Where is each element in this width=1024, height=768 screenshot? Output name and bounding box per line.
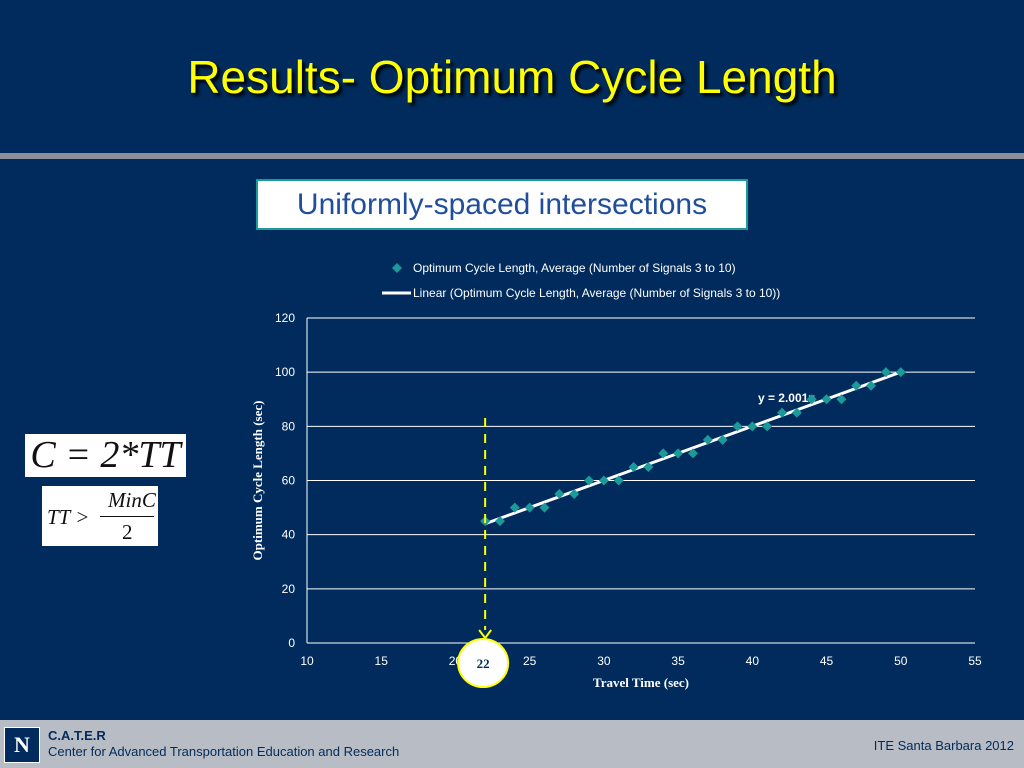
formula-numerator: MinC bbox=[108, 488, 156, 512]
annotation-arrowhead bbox=[478, 629, 492, 640]
y-tick-label: 60 bbox=[282, 474, 296, 488]
org-name: Center for Advanced Transportation Educa… bbox=[48, 744, 400, 759]
trendline bbox=[484, 370, 902, 526]
x-tick-label: 45 bbox=[820, 654, 834, 668]
data-point bbox=[791, 407, 802, 418]
x-tick-label: 35 bbox=[671, 654, 685, 668]
annotation-label: 22 bbox=[477, 656, 490, 671]
data-point bbox=[777, 407, 788, 418]
data-point bbox=[895, 367, 906, 378]
footer-bar: N C.A.T.E.R Center for Advanced Transpor… bbox=[0, 720, 1024, 768]
x-tick-label: 10 bbox=[300, 654, 314, 668]
x-tick-label: 50 bbox=[894, 654, 908, 668]
annotation-circle bbox=[457, 638, 510, 688]
data-point bbox=[747, 421, 758, 432]
formula-cycle-length: C = 2*TT bbox=[25, 434, 186, 477]
title-divider bbox=[0, 153, 1024, 159]
data-point bbox=[524, 502, 535, 513]
y-tick-label: 80 bbox=[282, 419, 296, 433]
data-point bbox=[673, 448, 684, 459]
data-point bbox=[539, 502, 550, 513]
data-point bbox=[584, 475, 595, 486]
formula-travel-time: TT > MinC 2 bbox=[42, 486, 158, 546]
data-point bbox=[821, 394, 832, 405]
legend-label-series: Optimum Cycle Length, Average (Number of… bbox=[413, 261, 736, 275]
data-point bbox=[702, 434, 713, 445]
conference-label: ITE Santa Barbara 2012 bbox=[873, 738, 1014, 753]
trendline-equation: y = 2.001x bbox=[758, 391, 815, 405]
data-point bbox=[628, 461, 639, 472]
data-point bbox=[717, 434, 728, 445]
data-point bbox=[509, 502, 520, 513]
data-point bbox=[569, 489, 580, 500]
data-point bbox=[598, 475, 609, 486]
data-point bbox=[732, 421, 743, 432]
data-point bbox=[658, 448, 669, 459]
data-point bbox=[762, 421, 773, 432]
data-point bbox=[851, 380, 862, 391]
slide-title: Results- Optimum Cycle Length bbox=[187, 51, 837, 103]
y-axis-label: Optimum Cycle Length (sec) bbox=[250, 401, 265, 561]
x-tick-label: 25 bbox=[523, 654, 537, 668]
data-point bbox=[687, 448, 698, 459]
data-point bbox=[494, 516, 505, 527]
y-tick-label: 100 bbox=[275, 365, 295, 379]
data-point bbox=[806, 394, 817, 405]
data-point bbox=[836, 394, 847, 405]
formula-denominator: 2 bbox=[122, 520, 133, 544]
x-axis-label: Travel Time (sec) bbox=[593, 675, 689, 690]
university-logo: N bbox=[4, 727, 40, 763]
x-tick-label: 15 bbox=[375, 654, 389, 668]
formula-lhs: TT > bbox=[47, 505, 90, 529]
fraction-bar bbox=[100, 516, 154, 517]
legend-marker-series bbox=[392, 263, 402, 273]
y-tick-label: 40 bbox=[282, 528, 296, 542]
legend-label-trendline: Linear (Optimum Cycle Length, Average (N… bbox=[413, 286, 780, 300]
org-abbreviation: C.A.T.E.R bbox=[48, 728, 106, 743]
x-tick-label: 55 bbox=[968, 654, 982, 668]
y-tick-label: 20 bbox=[282, 582, 296, 596]
y-tick-label: 0 bbox=[288, 636, 295, 650]
data-point bbox=[643, 461, 654, 472]
x-tick-label: 30 bbox=[597, 654, 611, 668]
data-point bbox=[866, 380, 877, 391]
subtitle-box: Uniformly-spaced intersections bbox=[256, 179, 748, 230]
x-tick-label: 40 bbox=[746, 654, 760, 668]
data-point bbox=[613, 475, 624, 486]
data-point bbox=[880, 367, 891, 378]
data-point bbox=[554, 489, 565, 500]
y-tick-label: 120 bbox=[275, 311, 295, 325]
